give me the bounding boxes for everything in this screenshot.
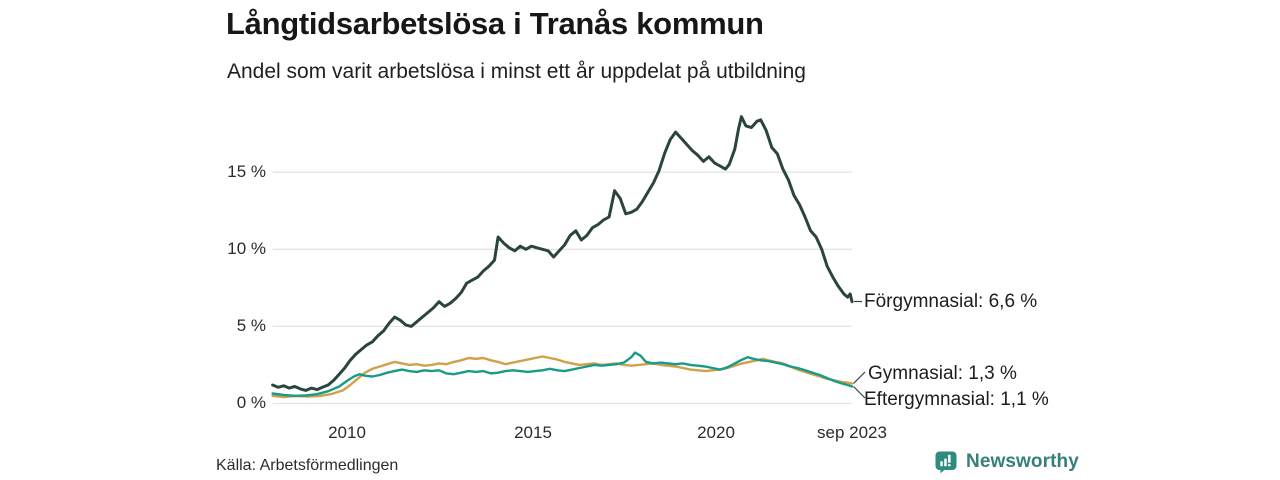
series-line-gymnasial bbox=[271, 355, 854, 399]
series-end-label-eftergymnasial: Eftergymnasial: 1,1 % bbox=[864, 389, 1049, 410]
leader-eftergymnasial bbox=[853, 386, 866, 399]
series-end-label-gymnasial: Gymnasial: 1,3 % bbox=[868, 363, 1017, 384]
y-axis-tick-0: 0 % bbox=[236, 393, 266, 412]
x-axis-tick-2020: 2020 bbox=[697, 423, 735, 442]
brand-name: Newsworthy bbox=[966, 451, 1079, 472]
y-axis-tick-5: 5 % bbox=[236, 316, 266, 335]
brand-logo: Newsworthy bbox=[934, 450, 1079, 474]
series-line-eftergymnasial bbox=[271, 351, 854, 397]
x-axis-tick-2010: 2010 bbox=[328, 423, 366, 442]
page-title: Långtidsarbetslösa i Tranås kommun bbox=[226, 6, 764, 41]
series-end-label-forgymnasial: Förgymnasial: 6,6 % bbox=[864, 291, 1038, 312]
x-axis-tick-2015: 2015 bbox=[514, 423, 552, 442]
page-subtitle: Andel som varit arbetslösa i minst ett å… bbox=[227, 60, 806, 83]
y-axis-tick-15: 15 % bbox=[227, 162, 266, 181]
leader-gymnasial bbox=[853, 371, 866, 384]
series-line-förgymnasial bbox=[271, 115, 854, 392]
x-axis-tick-sep-2023: sep 2023 bbox=[817, 423, 887, 442]
source-note: Källa: Arbetsförmedlingen bbox=[216, 457, 399, 474]
bar-chart-speech-bubble-icon bbox=[935, 451, 957, 474]
y-axis-tick-10: 10 % bbox=[227, 239, 266, 258]
